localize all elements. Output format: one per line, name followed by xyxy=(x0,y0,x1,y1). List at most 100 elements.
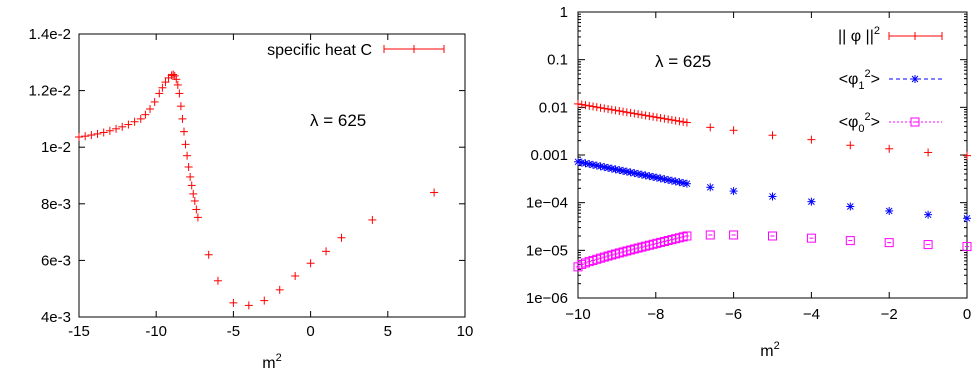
right-x-axis-label: m2 xyxy=(760,340,779,360)
right-data-point xyxy=(581,101,590,110)
right-data-point xyxy=(596,103,605,112)
right-data-point xyxy=(600,104,609,113)
right-y-tick-label: 0.1 xyxy=(547,52,568,69)
right-data-point xyxy=(705,230,715,240)
left-data-point xyxy=(193,213,202,222)
left-y-tick-label: 1.4e-2 xyxy=(28,26,71,43)
right-data-point xyxy=(729,187,738,196)
right-legend-marker xyxy=(911,32,919,40)
legend-text-part: <φ xyxy=(839,114,859,131)
right-data-point xyxy=(806,233,816,243)
right-x-tick-label: −2 xyxy=(881,306,898,323)
right-y-tick-label: 1e−05 xyxy=(526,242,568,259)
right-data-point xyxy=(641,111,650,120)
right-data-points xyxy=(573,99,972,272)
right-legend-marker xyxy=(911,75,919,83)
left-data-point xyxy=(189,189,198,198)
right-legend-label: || φ ||2 xyxy=(838,25,880,45)
left-data-point xyxy=(136,114,145,123)
right-data-point xyxy=(885,144,894,153)
right-data-point xyxy=(656,174,665,183)
left-data-point xyxy=(175,89,184,98)
left-data-point xyxy=(141,110,150,119)
right-data-point xyxy=(845,236,855,246)
left-data-point xyxy=(181,140,190,149)
right-data-point xyxy=(706,123,715,132)
right-x-tick-label: 0 xyxy=(963,306,971,323)
left-data-point xyxy=(187,181,196,190)
right-x-axis-label-sup: 2 xyxy=(774,340,780,352)
right-data-point xyxy=(637,110,646,119)
right-plot-frame xyxy=(577,11,968,299)
left-data-point xyxy=(158,83,167,92)
right-data-point xyxy=(652,113,661,122)
right-data-point xyxy=(884,238,894,248)
left-data-point xyxy=(173,80,182,89)
left-data-point xyxy=(81,132,90,141)
right-data-point xyxy=(664,175,673,184)
right-data-point xyxy=(729,126,738,135)
left-data-point xyxy=(183,151,192,160)
right-chart: −10 −8 −6 −4 −2 0 1e−06 1e−05 1e−04 0.001 0.01 0.1 1… xyxy=(526,4,972,360)
left-data-point xyxy=(306,259,315,268)
left-data-point xyxy=(87,131,96,140)
right-data-point xyxy=(630,109,639,118)
right-y-tick-label: 1e−04 xyxy=(526,195,568,212)
left-data-point xyxy=(118,122,127,131)
left-data-point xyxy=(244,301,253,310)
left-axis-ticks: -15 -10 -5 0 5 10 4e-3 6e-3 8e-3 1e-2 1.2e-2 1.4e-2 xyxy=(28,26,473,340)
right-x-tick-label: −6 xyxy=(725,306,742,323)
right-data-point xyxy=(885,206,894,215)
right-data-point xyxy=(592,103,601,112)
right-data-point xyxy=(574,99,582,108)
left-legend: specific heat C xyxy=(267,42,445,59)
right-annotation: λ = 625 xyxy=(655,52,711,71)
left-legend-sample xyxy=(383,45,445,53)
left-data-point xyxy=(260,296,269,305)
right-data-point xyxy=(846,141,855,150)
left-data-point xyxy=(322,247,331,256)
right-x-tick-label: −4 xyxy=(803,306,820,323)
left-data-point xyxy=(213,276,222,285)
right-data-point xyxy=(607,105,616,114)
right-axis-ticks: −10 −8 −6 −4 −2 0 1e−06 1e−05 1e−04 0.001 0.01 0.1 1 xyxy=(526,4,971,323)
left-data-point xyxy=(291,271,300,280)
left-data-point xyxy=(204,250,213,259)
left-legend-label: specific heat C xyxy=(267,42,372,59)
right-data-point xyxy=(656,114,665,123)
legend-text-part: > xyxy=(871,71,880,88)
left-data-point xyxy=(146,104,155,113)
left-x-tick-label: 5 xyxy=(384,323,392,340)
legend-subscript: 0 xyxy=(858,123,864,135)
right-legend-marker xyxy=(910,117,920,127)
left-data-point xyxy=(112,124,121,133)
left-x-tick-label: 0 xyxy=(306,323,314,340)
right-data-point xyxy=(577,100,586,109)
left-x-tick-label: 10 xyxy=(457,323,474,340)
right-data-point xyxy=(807,197,816,206)
left-data-point xyxy=(368,215,377,224)
left-data-point xyxy=(186,172,195,181)
right-data-point xyxy=(615,106,624,115)
left-chart: -15 -10 -5 0 5 10 4e-3 6e-3 8e-3 1e-2 1.2e-2 1.4e-2… xyxy=(28,26,473,372)
right-y-tick-label: 1 xyxy=(560,4,568,21)
left-y-tick-label: 4e-3 xyxy=(41,309,71,326)
right-data-point xyxy=(924,210,933,219)
left-data-point xyxy=(169,70,178,79)
left-data-point xyxy=(93,129,102,138)
right-y-tick-label: 0.01 xyxy=(539,99,568,116)
left-data-point xyxy=(99,128,108,137)
left-data-point xyxy=(178,114,187,123)
right-y-tick-label: 1e−06 xyxy=(526,290,568,307)
right-x-tick-label: −8 xyxy=(647,306,664,323)
legend-superscript: 2 xyxy=(865,68,871,80)
right-data-point xyxy=(924,148,933,157)
right-data-point xyxy=(682,179,691,188)
left-data-point xyxy=(172,75,181,84)
left-annotation: λ = 625 xyxy=(310,111,366,130)
left-data-point xyxy=(130,117,139,126)
left-data-point xyxy=(430,188,439,197)
right-y-tick-label: 0.001 xyxy=(530,147,568,164)
legend-phi-bar: φ xyxy=(851,28,861,45)
